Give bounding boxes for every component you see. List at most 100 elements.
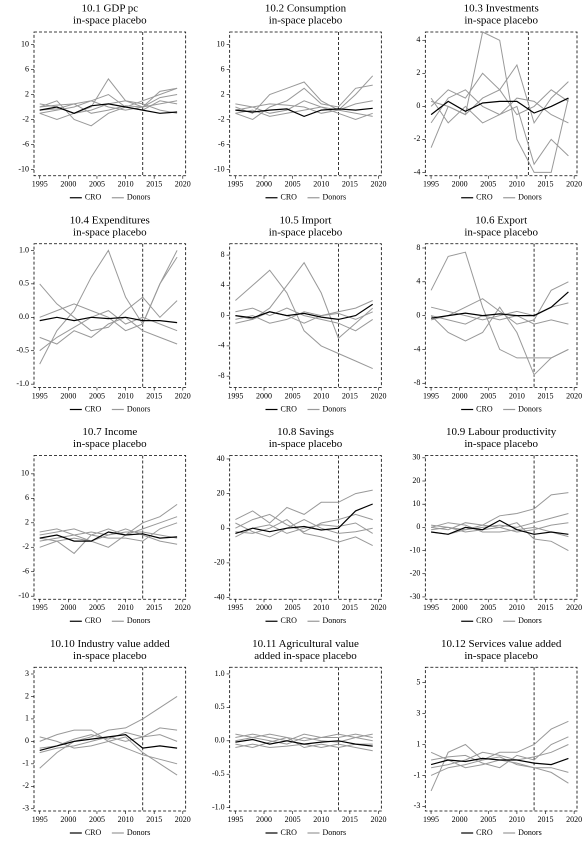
- chart-title: 10.11 Agricultural value: [252, 638, 359, 650]
- y-tick-label: 6: [25, 64, 29, 73]
- x-tick-label: 2010: [509, 815, 525, 824]
- chart-subtitle: in-space placebo: [464, 226, 538, 238]
- donor-line: [235, 261, 374, 340]
- legend-label: CRO: [85, 193, 102, 202]
- x-tick-label: 2010: [313, 815, 329, 824]
- series-line: [235, 303, 374, 321]
- x-tick-label: 2020: [370, 603, 386, 612]
- x-tick-label: 2005: [480, 391, 496, 400]
- y-tick-label: 0: [416, 522, 420, 531]
- donor-line: [430, 89, 569, 124]
- x-tick-label: 2020: [566, 180, 582, 189]
- y-tick-label: 20: [412, 476, 420, 485]
- y-tick-label: -3: [414, 801, 421, 810]
- y-tick-label: -40: [214, 592, 225, 601]
- donor-line: [39, 256, 178, 332]
- x-tick-label: 2010: [118, 391, 134, 400]
- chart-subtitle: in-space placebo: [73, 15, 147, 27]
- y-tick-label: -10: [18, 164, 29, 173]
- x-tick-label: 2000: [60, 815, 76, 824]
- chart-subtitle: in-space placebo: [73, 650, 147, 662]
- y-tick-label: -6: [22, 567, 29, 576]
- donor-line: [39, 522, 178, 542]
- legend-label: CRO: [281, 193, 298, 202]
- x-tick-label: 2000: [60, 391, 76, 400]
- x-tick-label: 1995: [32, 180, 48, 189]
- x-tick-label: 1995: [227, 180, 243, 189]
- chart-subtitle: in-space placebo: [464, 438, 538, 450]
- y-tick-label: 0: [416, 101, 420, 110]
- x-tick-label: 2000: [452, 603, 468, 612]
- chart-title: 10.4 Expenditures: [70, 214, 150, 226]
- legend-label: Donors: [323, 404, 347, 413]
- legend-label: Donors: [323, 828, 347, 837]
- donor-line: [235, 100, 373, 114]
- donor-line: [235, 519, 373, 538]
- series-line: [235, 107, 373, 118]
- legend-label: Donors: [323, 193, 347, 202]
- y-tick-label: 2: [25, 518, 29, 527]
- chart-title: 10.5 Import: [280, 214, 332, 226]
- chart-title: 10.2 Consumption: [265, 3, 347, 15]
- y-tick-label: 40: [217, 454, 225, 463]
- y-tick-label: 3: [25, 669, 29, 678]
- y-tick-label: -1: [22, 759, 29, 768]
- x-tick-label: 2010: [509, 391, 525, 400]
- y-tick-label: -20: [410, 569, 421, 578]
- y-tick-label: 4: [221, 280, 225, 289]
- plot-frame: [33, 666, 187, 812]
- y-tick-label: -1.0: [16, 379, 29, 388]
- donor-line: [39, 695, 178, 769]
- donor-line: [235, 489, 373, 524]
- y-tick-label: 3: [416, 708, 420, 717]
- chart-title: 10.7 Income: [82, 426, 137, 438]
- donor-line: [39, 727, 178, 754]
- donor-line: [235, 733, 373, 742]
- y-tick-label: -3: [22, 804, 29, 813]
- x-tick-label: 2010: [118, 603, 134, 612]
- x-tick-label: 2005: [89, 603, 105, 612]
- donor-line: [430, 251, 569, 359]
- y-tick-label: -6: [218, 139, 225, 148]
- y-tick-label: -1: [414, 770, 421, 779]
- x-tick-label: 1995: [32, 815, 48, 824]
- chart-subtitle: in-space placebo: [73, 438, 147, 450]
- chart-title: 10.8 Savings: [277, 426, 334, 438]
- chart-title: 10.9 Labour productivity: [446, 426, 557, 438]
- y-tick-label: 0: [416, 310, 420, 319]
- donor-line: [39, 94, 178, 111]
- donor-line: [430, 89, 569, 116]
- x-tick-label: 2020: [175, 391, 191, 400]
- plot-frame: [424, 455, 578, 600]
- donor-line: [235, 106, 373, 121]
- donor-line: [235, 522, 373, 538]
- x-tick-label: 2000: [256, 391, 272, 400]
- y-tick-label: 0: [221, 523, 225, 532]
- donor-line: [430, 315, 569, 325]
- x-tick-label: 2015: [342, 180, 358, 189]
- series-line: [430, 97, 569, 116]
- y-tick-label: -10: [214, 164, 225, 173]
- x-tick-label: 2005: [285, 180, 301, 189]
- y-tick-label: -8: [218, 371, 225, 380]
- legend-label: Donors: [518, 616, 542, 625]
- x-tick-label: 2005: [285, 391, 301, 400]
- donor-line: [235, 269, 373, 370]
- x-tick-label: 2015: [146, 815, 162, 824]
- x-tick-label: 2015: [538, 603, 554, 612]
- legend-label: Donors: [518, 404, 542, 413]
- x-tick-label: 2000: [256, 815, 272, 824]
- plot-frame: [229, 666, 382, 812]
- chart-subtitle: in-space placebo: [73, 226, 147, 238]
- chart-subtitle: in-space placebo: [269, 226, 343, 238]
- plot-frame: [424, 31, 578, 177]
- chart-subtitle: added in-space placebo: [254, 650, 357, 662]
- x-tick-label: 1995: [423, 815, 439, 824]
- donor-line: [39, 531, 178, 542]
- y-tick-label: 8: [416, 243, 420, 252]
- chart-title: 10.1 GDP pc: [81, 3, 138, 15]
- x-tick-label: 2005: [89, 180, 105, 189]
- legend-label: CRO: [476, 616, 493, 625]
- chart-subtitle: in-space placebo: [464, 650, 538, 662]
